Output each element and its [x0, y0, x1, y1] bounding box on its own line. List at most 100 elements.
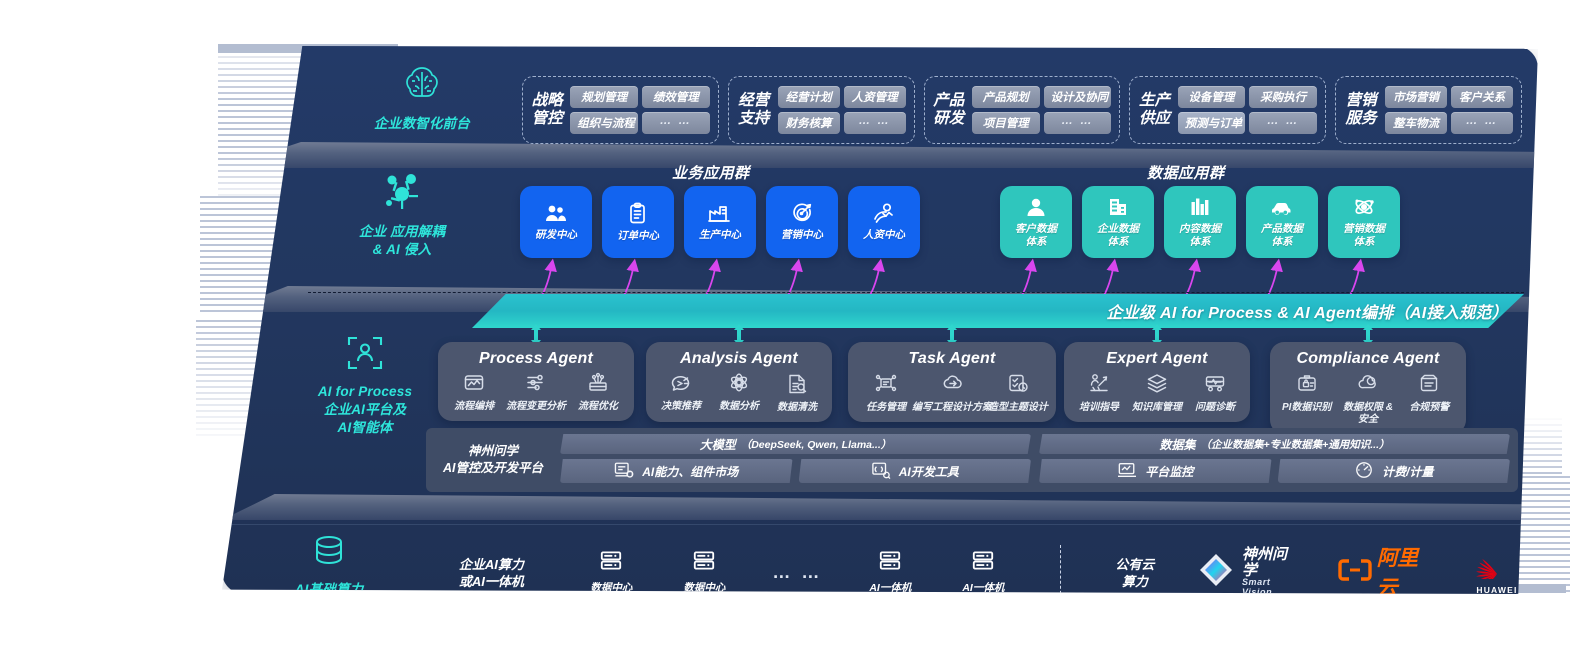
rail-label-line-1: AI for Process	[317, 384, 413, 399]
agent-feature[interactable]: 决策推荐	[654, 372, 708, 413]
business-app-card-4[interactable]: 营销中心	[766, 186, 838, 258]
cell-label: AI开发工具	[898, 464, 959, 479]
compute-node-2: 数据中心	[658, 548, 751, 594]
agent-feature[interactable]: 编写工程设计方案	[912, 372, 992, 414]
business-app-card-3[interactable]: 生产中心	[684, 186, 756, 258]
governance-tile[interactable]: 市场营销	[1385, 86, 1448, 108]
business-apps-title: 业务应用群	[672, 165, 750, 182]
enterprise-compute-label-label: 企业AI算力 或AI一体机	[458, 557, 524, 589]
optimize-icon	[587, 372, 609, 398]
agent-feature-label: 问题诊断	[1195, 402, 1235, 413]
governance-tile[interactable]: 客户关系	[1451, 86, 1514, 108]
agent-feature[interactable]: 数据分析	[712, 372, 766, 413]
ai-layer-divider	[308, 292, 1524, 293]
diagnose-icon	[1204, 372, 1226, 399]
governance-tiles: 市场营销 客户关系 整车物流… …	[1385, 86, 1514, 134]
governance-group-4: 生产 供应 设备管理 采购执行 预测与订单… …	[1129, 76, 1327, 144]
governance-tile[interactable]: 设备管理	[1177, 86, 1246, 108]
governance-group-name: 经营 支持	[738, 92, 770, 127]
brain-icon	[337, 64, 507, 109]
public-cloud-divider	[1059, 545, 1061, 594]
governance-tile[interactable]: 经营计划	[777, 86, 840, 108]
compute-node-4: AI一体机	[844, 548, 937, 594]
governance-tile[interactable]: … …	[843, 112, 906, 134]
governance-group-3: 产品 研发 产品规划 设计及协同 项目管理… …	[923, 76, 1121, 144]
app-card-label: 客户数据 体系	[1015, 223, 1057, 248]
governance-tile[interactable]: 组织与流程	[570, 112, 638, 134]
agent-feature[interactable]: 数据清洗	[770, 372, 824, 414]
governance-tile[interactable]: 人资管理	[843, 86, 906, 108]
agent-card-3[interactable]: Task Agent 任务管理 编写工程设计方案 造型主题设计	[848, 342, 1056, 422]
huawei-flower-icon	[1476, 549, 1518, 589]
agent-feature[interactable]: 知识库管理	[1130, 372, 1184, 414]
aliyun-logo: 阿里云	[1337, 542, 1436, 594]
app-card-label: 人资中心	[863, 229, 905, 242]
governance-tile[interactable]: 预测与订单	[1177, 112, 1246, 134]
billing-metering-cell[interactable]: 计费/计量	[1277, 459, 1510, 483]
data-app-card-5[interactable]: 营销数据 体系	[1328, 186, 1400, 258]
platform-name-line-2: AI管控及开发平台	[442, 461, 543, 475]
molecule-icon	[317, 172, 487, 217]
agent-feature[interactable]: 问题诊断	[1188, 372, 1242, 414]
bidirectional-arrow-4	[1150, 324, 1164, 346]
shield-cloud-icon	[1357, 372, 1379, 399]
cell-label: 平台监控	[1145, 464, 1194, 479]
ai-capability-market-cell[interactable]: AI能力、组件市场	[560, 459, 793, 483]
compute-node-1-label: 数据中心	[590, 582, 633, 594]
governance-tile[interactable]: 财务核算	[777, 112, 840, 134]
agent-card-2[interactable]: Analysis Agent 决策推荐 数据分析 数据清洗	[646, 342, 832, 422]
governance-tile[interactable]: … …	[1043, 112, 1112, 134]
business-app-card-5[interactable]: 人资中心	[848, 186, 920, 258]
governance-tile[interactable]: 产品规划	[971, 86, 1040, 108]
flow-chart-icon	[463, 372, 485, 398]
ai-platform-strip: 神州问学 AI管控及开发平台 大模型 （DeepSeek, Qwen, Llam…	[426, 428, 1518, 492]
agent-title: Analysis Agent	[680, 350, 798, 367]
agent-feature[interactable]: 任务管理	[856, 372, 916, 414]
agent-feature[interactable]: 流程变更分析	[506, 372, 566, 413]
governance-tile[interactable]: 整车物流	[1385, 112, 1448, 134]
governance-tile[interactable]: 绩效管理	[641, 86, 710, 108]
governance-tile[interactable]: … …	[1451, 112, 1514, 134]
agent-feature-label: 流程优化	[577, 401, 618, 412]
agent-feature[interactable]: 流程优化	[570, 372, 626, 413]
agent-feature[interactable]: PI数据识别	[1278, 372, 1335, 414]
app-card-label: 企业数据 体系	[1097, 223, 1139, 248]
rail-app-decoupling: 企业 应用解耦 & AI 侵入	[317, 172, 487, 259]
large-model-bar: 大模型 （DeepSeek, Qwen, Llama...）	[560, 434, 1031, 454]
business-app-card-2[interactable]: 订单中心	[602, 186, 674, 258]
data-app-card-3[interactable]: 内容数据 体系	[1164, 186, 1236, 258]
agent-feature[interactable]: 培训指导	[1072, 372, 1126, 414]
platform-left-column: 大模型 （DeepSeek, Qwen, Llama...） AI能力、组件市场	[560, 434, 1031, 486]
id-lock-icon	[1296, 372, 1318, 399]
data-app-cards: 客户数据 体系 企业数据 体系 内容数据 体系 产品数据 体系 营销数据 体系	[1000, 186, 1400, 258]
agent-feature[interactable]: 合规预警	[1401, 372, 1458, 414]
row-divider-bottom	[222, 524, 1538, 525]
data-app-card-4[interactable]: 产品数据 体系	[1246, 186, 1318, 258]
person-chart-icon	[872, 202, 896, 229]
governance-tile[interactable]: … …	[1249, 112, 1318, 134]
governance-tile[interactable]: 项目管理	[971, 112, 1040, 134]
data-app-card-2[interactable]: 企业数据 体系	[1082, 186, 1154, 258]
governance-tile[interactable]: … …	[641, 112, 710, 134]
agent-feature[interactable]: 造型主题设计	[988, 372, 1048, 414]
agent-feature[interactable]: 流程编排	[446, 372, 502, 413]
governance-tile[interactable]: 设计及协同	[1043, 86, 1112, 108]
checklist-clock-icon	[1007, 372, 1029, 399]
data-app-card-1[interactable]: 客户数据 体系	[1000, 186, 1072, 258]
business-app-card-1[interactable]: 研发中心	[520, 186, 592, 258]
agent-title: Process Agent	[478, 350, 594, 367]
ai-devtools-cell[interactable]: AI开发工具	[798, 459, 1031, 483]
agent-feature-label: 知识库管理	[1132, 402, 1182, 413]
agent-card-1[interactable]: Process Agent 流程编排 流程变更分析 流程优化	[438, 342, 634, 421]
governance-tile[interactable]: 规划管理	[570, 86, 638, 108]
rail-ai-infrastructure: AI基础算力	[244, 532, 414, 594]
enterprise-compute-label: 企业AI算力 或AI一体机	[418, 553, 565, 591]
governance-tile[interactable]: 采购执行	[1249, 86, 1318, 108]
app-card-label: 研发中心	[535, 229, 577, 242]
compute-ellipsis: … …	[751, 562, 844, 583]
agent-features: 培训指导 知识库管理 问题诊断	[1072, 372, 1242, 414]
agent-card-4[interactable]: Expert Agent 培训指导 知识库管理 问题诊断	[1064, 342, 1250, 422]
agent-feature[interactable]: 数据权限 & 安全	[1339, 372, 1396, 426]
platform-monitoring-cell[interactable]: 平台监控	[1039, 459, 1272, 483]
agent-card-5[interactable]: Compliance Agent PI数据识别 数据权限 & 安全 合规预警	[1270, 342, 1466, 434]
